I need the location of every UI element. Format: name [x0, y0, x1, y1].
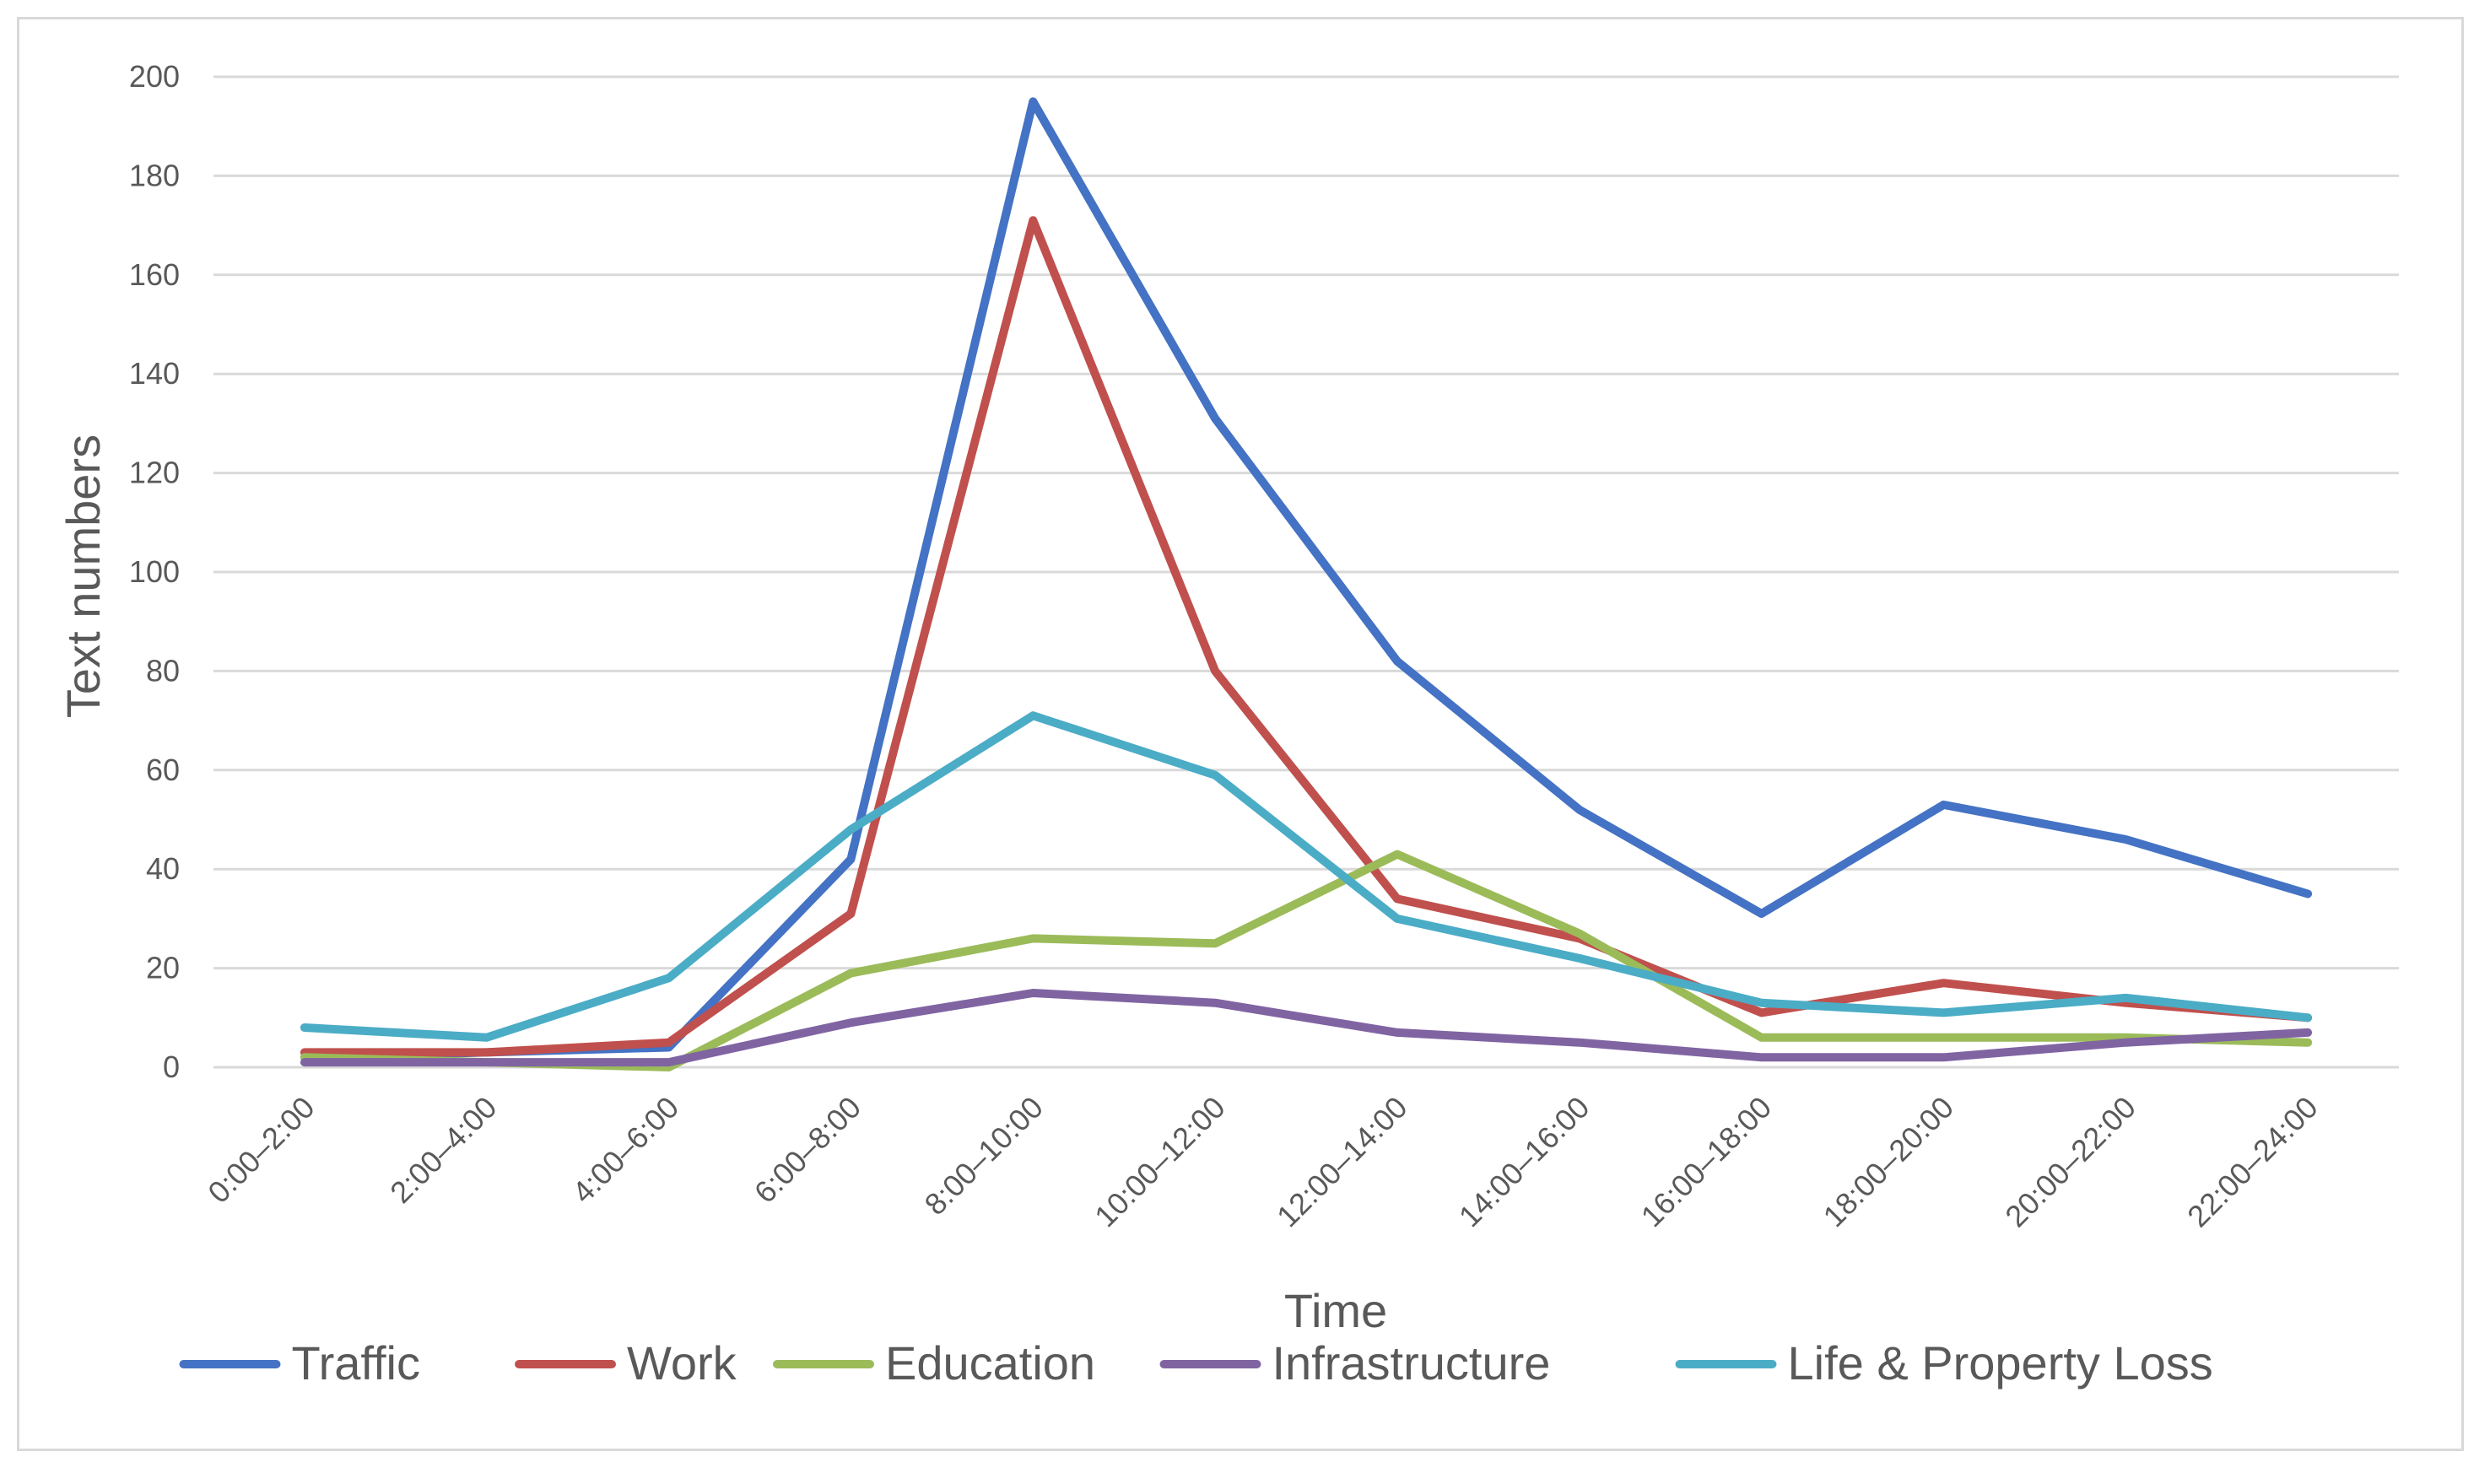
x-tick-label: 16:00–18:00	[1634, 1090, 1779, 1234]
y-tick-label: 180	[129, 158, 180, 192]
legend-label: Infrastructure	[1272, 1336, 1551, 1390]
x-tick-label: 10:00–12:00	[1088, 1090, 1232, 1234]
series-lines	[300, 97, 2313, 1071]
x-tick-label: 8:00–10:00	[918, 1090, 1050, 1222]
legend-item: Infrastructure	[1159, 1336, 1551, 1390]
legend-label: Education	[885, 1336, 1095, 1390]
series-line-education	[300, 850, 2313, 1071]
y-tick-label: 80	[146, 653, 180, 688]
legend-item: Traffic	[179, 1336, 420, 1390]
series-line-infrastructure	[300, 989, 2313, 1067]
series-line-work	[300, 216, 2313, 1057]
y-tick-label: 140	[129, 356, 180, 391]
y-tick-label: 200	[129, 59, 180, 94]
x-tick-label: 6:00–8:00	[748, 1090, 867, 1210]
y-tick-label: 100	[129, 554, 180, 589]
gridlines	[213, 75, 2399, 1069]
x-tick-label: 20:00–22:00	[1998, 1090, 2142, 1234]
legend-item: Life & Property Loss	[1675, 1336, 2213, 1390]
x-tick-labels: 0:00–2:00 2:00–4:00 4:00–6:00 6:00–8:00 8:00…	[201, 1090, 2324, 1234]
series-line-traffic	[300, 97, 2313, 1062]
y-tick-label: 60	[146, 753, 180, 787]
x-tick-label: 0:00–2:00	[201, 1090, 321, 1210]
legend: Traffic Work Education Infrastructure Life &…	[179, 1336, 2213, 1390]
x-tick-label: 2:00–4:00	[383, 1090, 503, 1210]
x-tick-label: 4:00–6:00	[565, 1090, 685, 1210]
y-tick-label: 120	[129, 456, 180, 490]
legend-item: Work	[515, 1336, 737, 1390]
legend-label: Traffic	[292, 1336, 420, 1390]
x-tick-label: 14:00–16:00	[1452, 1090, 1596, 1234]
y-tick-label: 160	[129, 257, 180, 292]
x-axis-title: Time	[1284, 1284, 1387, 1337]
legend-label: Life & Property Loss	[1788, 1336, 2213, 1390]
legend-label: Work	[627, 1336, 737, 1390]
y-tick-labels: 0 20 40 60 80 100 120 140 160 180 200	[129, 59, 180, 1084]
y-tick-label: 0	[163, 1050, 180, 1084]
x-tick-label: 22:00–24:00	[2180, 1090, 2325, 1234]
chart-frame: 0 20 40 60 80 100 120 140 160 180 200 0:00–2:00 2:0…	[17, 17, 2464, 1451]
x-tick-label: 12:00–14:00	[1270, 1090, 1414, 1234]
y-axis-title: Text numbers	[57, 434, 110, 718]
legend-item: Education	[773, 1336, 1095, 1390]
x-tick-label: 18:00–20:00	[1817, 1090, 1961, 1234]
line-chart: 0 20 40 60 80 100 120 140 160 180 200 0:00–2:00 2:0…	[57, 59, 2399, 1390]
series-line-life-property-loss	[300, 711, 2313, 1042]
y-tick-label: 40	[146, 851, 180, 886]
y-tick-label: 20	[146, 951, 180, 985]
